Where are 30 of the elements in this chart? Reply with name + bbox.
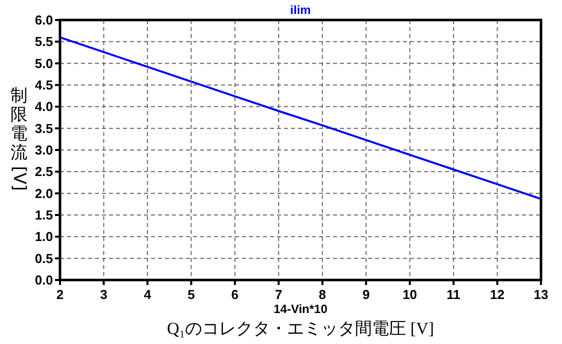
line-series [59,36,542,200]
y-tick-label: 5.0 [34,56,53,71]
y-tick-label: 2.0 [34,186,53,201]
y-tick-label: 4.5 [34,78,53,92]
y-tick-label: 4.0 [34,99,53,114]
y-tick-label: 0.0 [34,272,53,288]
y-tick-label: 1.0 [34,229,53,244]
x-tick-label: 11 [446,287,460,302]
x-tick-label: 3 [100,287,108,302]
y-tick-label: 2.5 [34,164,53,180]
x-tick-label: 5 [188,287,195,302]
chart-title: ilim [290,3,311,17]
x-tick-label: 10 [402,287,418,302]
x-axis-title: 14-Vin*10 [274,302,328,316]
y-tick-label: 3.0 [34,142,53,158]
x-tick-label: 6 [231,287,239,302]
y-tick-label: 0.5 [34,250,53,266]
x-tick-label: 4 [144,287,152,302]
x-tick-label: 8 [318,287,326,302]
y-tick-label: 5.5 [34,34,53,50]
y-tick-label: 6.0 [34,12,53,28]
x-tick-label: 9 [362,287,370,302]
text: Q₁のコレクタ・エミッタ間電圧 [V] [166,319,434,338]
x-tick-label: 7 [275,287,282,302]
x-tick-label: 2 [56,287,64,302]
x-tick-label: 13 [534,287,548,302]
y-axis-title: 制限電流 [V] [9,86,29,191]
x-tick-label: 12 [490,287,505,302]
y-tick-label: 3.5 [34,120,53,136]
y-tick-label: 1.5 [34,208,53,222]
